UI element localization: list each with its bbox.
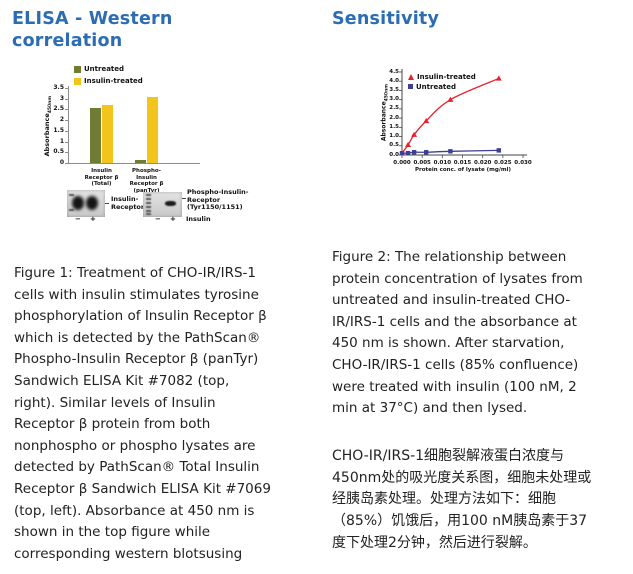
label-connector-line — [105, 203, 109, 204]
legend-item: Insulin-treated — [408, 72, 476, 81]
legend-label: Untreated — [416, 82, 457, 91]
y-tick-label: 2.5 — [389, 105, 399, 112]
data-point-square — [399, 150, 405, 156]
bar-insulin-treated — [147, 96, 158, 163]
x-axis-line — [68, 163, 200, 164]
western-blot-total-insulin-receptor — [67, 190, 105, 217]
y-axis-line — [68, 86, 69, 164]
legend-marker-square — [408, 84, 413, 89]
blot2-label: Phospho-Insulin- Receptor (Tyr1150/1151) — [187, 188, 249, 211]
x-tick-label: 0.020 — [473, 159, 492, 166]
marker-band — [69, 194, 74, 196]
marker-band — [146, 194, 151, 196]
x-tick-label: 0.000 — [393, 159, 411, 166]
figure1-caption: Figure 1: Treatment of CHO-IR/IRS-1 cell… — [14, 265, 271, 562]
bar-untreated — [90, 108, 101, 163]
insulin-row-label: Insulin — [186, 215, 211, 223]
y-tick-label: 1 — [59, 137, 64, 145]
data-point-triangle — [405, 141, 412, 148]
lane-sign-minus: − — [75, 215, 81, 223]
y-tick-label: 0 — [59, 159, 64, 166]
figure2-caption-chinese: CHO-IR/IRS-1细胞裂解液蛋白浓度与 450nm处的吸光度关系图，细胞未… — [332, 448, 592, 551]
figure2-sensitivity-chart: Absorbance450nm Protein conc. of lysate … — [372, 64, 630, 186]
y-tick-label: 3 — [59, 94, 64, 102]
marker-band — [146, 198, 151, 200]
legend-item: Untreated — [74, 64, 124, 74]
line-chart-canvas — [399, 69, 527, 158]
data-point-square — [424, 150, 429, 155]
legend-marker-triangle — [408, 73, 414, 80]
figure2-x-axis-title: Protein conc. of lysate (mg/ml) — [415, 167, 511, 173]
x-tick-label: 0.030 — [514, 159, 532, 166]
y-tick-label: 0.5 — [389, 142, 399, 149]
y-tick-label: 4.0 — [389, 77, 399, 84]
marker-band — [146, 206, 151, 208]
marker-band — [146, 213, 151, 215]
y-tick-label: 2.5 — [53, 105, 64, 113]
y-tick-label: 3.0 — [389, 96, 399, 103]
y-tick-label: 2 — [59, 116, 64, 124]
label-connector-line — [182, 198, 186, 199]
blot-band — [72, 196, 84, 210]
x-tick-label: 0.025 — [494, 159, 512, 166]
y-tick-mark — [65, 163, 68, 164]
y-tick-mark — [65, 152, 68, 154]
marker-band — [146, 210, 151, 212]
bar-category-label: Phospho- Insulin Receptor β (panTyr) — [129, 168, 164, 194]
data-point-square — [411, 150, 417, 155]
legend-swatch — [74, 65, 81, 73]
legend-item: Untreated — [408, 82, 456, 91]
figure2-caption-english: Figure 2: The relationship between prote… — [332, 249, 583, 417]
marker-band — [146, 202, 151, 204]
bar-chart: 0 0.5 1 1.5 2 2.5 3 3.5 Insulin Receptor β (Tota… — [10, 56, 322, 194]
figure1-elisa-western: Absorbance450nm 0 0.5 1 1.5 2 2.5 3 3.5 Insulin … — [10, 56, 322, 242]
y-tick-label: 0.5 — [53, 148, 64, 156]
marker-band — [69, 209, 74, 211]
x-tick-label: 0.015 — [453, 159, 472, 166]
legend-label: Untreated — [84, 65, 125, 73]
right-section-title: Sensitivity — [332, 9, 440, 29]
legend-swatch — [74, 77, 81, 85]
y-tick-label: 3.5 — [389, 86, 399, 93]
y-tick-label: 1.0 — [389, 133, 399, 140]
western-blot-phospho-insulin-receptor — [143, 192, 182, 217]
blot-band — [165, 201, 176, 206]
data-point-square — [496, 148, 501, 153]
data-point-triangle — [423, 117, 430, 124]
y-tick-mark — [65, 141, 68, 143]
legend-label: Insulin-treated — [84, 77, 143, 85]
y-tick-label: 3.5 — [53, 84, 64, 91]
legend-item: Insulin-treated — [74, 76, 143, 86]
y-tick-mark — [65, 98, 68, 100]
y-tick-mark — [65, 120, 68, 122]
y-tick-label: 0.0 — [389, 151, 399, 158]
data-point-triangle — [411, 131, 418, 137]
y-tick-label: 1.5 — [53, 126, 64, 134]
y-tick-label: 2.0 — [389, 114, 399, 121]
x-tick-label: 0.010 — [433, 159, 452, 166]
data-point-triangle — [495, 75, 502, 81]
y-tick-label: 1.5 — [389, 123, 399, 130]
data-point-square — [405, 150, 411, 156]
bar-untreated — [135, 159, 146, 163]
y-tick-mark — [65, 88, 68, 89]
lane-sign-plus: + — [170, 215, 176, 223]
x-tick-label: 0.005 — [413, 159, 431, 166]
y-tick-mark — [65, 109, 68, 111]
lane-sign-minus: − — [155, 215, 161, 223]
y-tick-mark — [65, 130, 68, 132]
blot-band — [86, 196, 98, 210]
left-section-title: ELISA - Western correlation — [12, 9, 173, 51]
data-point-triangle — [447, 96, 454, 102]
lane-sign-plus: + — [90, 215, 96, 223]
y-tick-label: 4.5 — [389, 68, 399, 75]
legend-label: Insulin-treated — [417, 72, 476, 81]
bar-insulin-treated — [102, 105, 113, 163]
bar-category-label: Insulin Receptor β (Total) — [84, 168, 119, 187]
data-point-square — [448, 149, 453, 154]
